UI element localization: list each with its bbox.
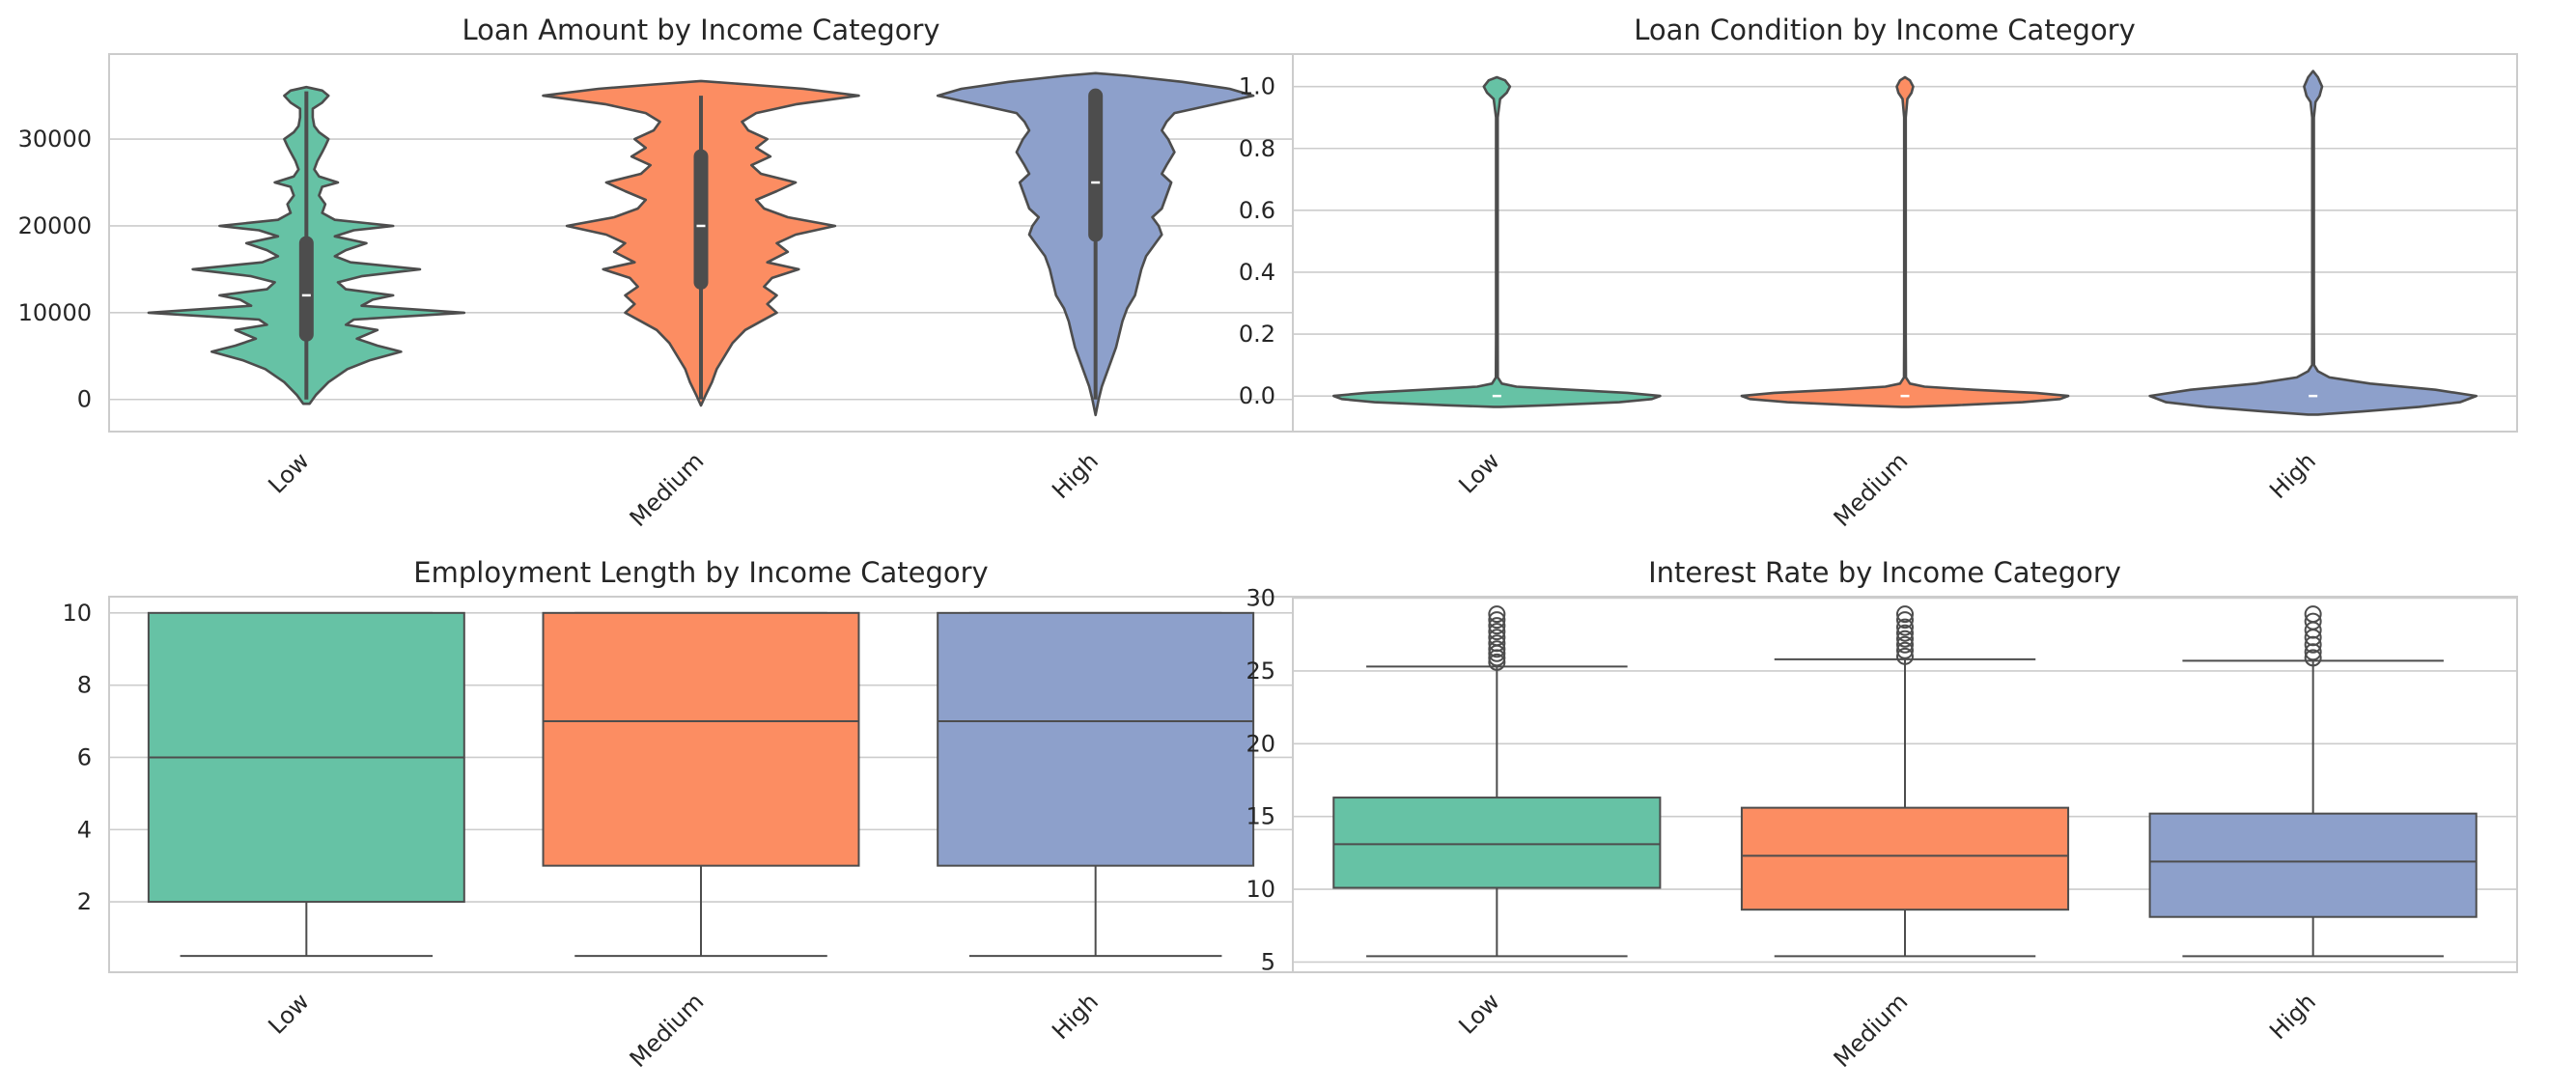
y-tick-label: 10	[62, 600, 92, 627]
x-tick-label-high: High	[2264, 447, 2321, 504]
box-high	[2148, 812, 2478, 918]
y-tick-label: 6	[77, 743, 92, 770]
outlier-point	[1896, 629, 1914, 648]
y-tick-label: 20000	[18, 212, 92, 239]
x-tick-label-medium: Medium	[1829, 447, 1914, 532]
outlier-point	[1896, 641, 1914, 659]
outlier-point	[1896, 624, 1914, 642]
x-tick-label-high: High	[1047, 447, 1104, 504]
box-medium	[1740, 806, 2070, 911]
y-tick-label: 8	[77, 672, 92, 699]
x-tick-label-medium: Medium	[625, 447, 710, 532]
y-tick-label: 0.6	[1239, 197, 1275, 224]
violin-medium	[1740, 75, 2070, 408]
outlier-point	[1896, 647, 1914, 665]
panel-interest-rate: Interest Rate by Income Category 5 10 15 20…	[1246, 556, 2518, 1073]
x-tick-label-medium: Medium	[625, 988, 710, 1073]
y-tick-label: 0.0	[1239, 382, 1275, 409]
outlier-point	[1488, 653, 1506, 671]
panel-title: Interest Rate by Income Category	[1648, 556, 2121, 589]
outlier-point	[1896, 635, 1914, 654]
outlier-point	[1896, 611, 1914, 629]
y-tick-label: 10	[1246, 876, 1275, 903]
outlier-point	[1488, 611, 1506, 629]
y-tick-label: 25	[1246, 657, 1275, 685]
x-tick-label-high: High	[2264, 988, 2321, 1045]
plot-frame	[1292, 53, 2518, 433]
outlier-point	[1488, 617, 1506, 635]
violin-low	[1332, 75, 1662, 408]
x-tick-label-low: Low	[263, 988, 314, 1039]
y-tick-label: 4	[77, 816, 92, 843]
y-tick-label: 2	[77, 888, 92, 915]
panel-title: Employment Length by Income Category	[413, 556, 988, 589]
y-tick-label: 30000	[18, 126, 92, 153]
panel-loan-condition: Loan Condition by Income Category 0.0 0.2…	[1239, 14, 2518, 532]
box-low	[1332, 797, 1662, 889]
box-medium	[542, 611, 860, 867]
y-tick-label: 0.4	[1239, 259, 1275, 286]
outlier-point	[2304, 612, 2322, 630]
outlier-point	[1896, 618, 1914, 636]
y-tick-label: 5	[1261, 948, 1275, 975]
violin-high	[2148, 70, 2478, 416]
plot-frame	[1292, 596, 2518, 973]
outlier-point	[1488, 623, 1506, 641]
outlier-point	[1488, 629, 1506, 647]
y-tick-label: 0	[77, 386, 92, 413]
panel-title: Loan Condition by Income Category	[1634, 14, 2136, 46]
y-tick-label: 10000	[18, 299, 92, 326]
y-tick-label: 20	[1246, 730, 1275, 757]
y-tick-label: 1.0	[1239, 73, 1275, 100]
outlier-point	[1488, 605, 1506, 624]
y-tick-label: 30	[1246, 585, 1275, 612]
x-tick-label-high: High	[1047, 988, 1104, 1045]
box-high	[937, 611, 1255, 867]
outlier-point	[2304, 605, 2322, 624]
outlier-point	[1896, 605, 1914, 624]
panel-title: Loan Amount by Income Category	[462, 14, 939, 46]
x-tick-label-low: Low	[263, 447, 314, 498]
y-tick-label: 0.8	[1239, 135, 1275, 162]
outlier-point	[1488, 640, 1506, 658]
y-tick-label: 15	[1246, 803, 1275, 830]
panel-loan-amount: Loan Amount by Income Category 0 10000 200…	[18, 14, 1294, 532]
outlier-point	[2304, 649, 2322, 667]
outlier-point	[1488, 634, 1506, 653]
panel-employment-length: Employment Length by Income Category 2 4 6…	[62, 556, 1294, 1073]
y-tick-label: 0.2	[1239, 321, 1275, 348]
x-tick-label-low: Low	[1453, 988, 1504, 1039]
x-tick-label-medium: Medium	[1829, 988, 1914, 1073]
x-tick-label-low: Low	[1453, 447, 1504, 498]
